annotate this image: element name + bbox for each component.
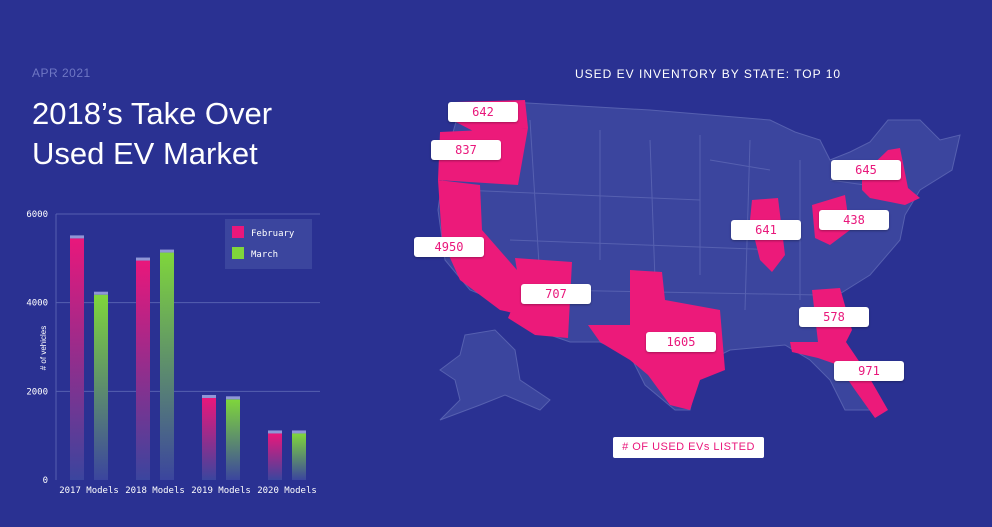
- bar-february: [202, 397, 216, 480]
- state-california: [438, 180, 530, 315]
- y-tick-label: 2000: [26, 387, 48, 397]
- y-axis-label: # of vehicles: [39, 326, 48, 370]
- bar-february: [136, 260, 150, 480]
- title-line-1: 2018’s Take Over: [32, 96, 273, 131]
- bar-cap: [268, 430, 282, 434]
- bar-march: [94, 294, 108, 480]
- alaska: [439, 329, 551, 421]
- legend-label: February: [251, 229, 295, 239]
- y-tick-label: 4000: [26, 299, 48, 309]
- x-tick-label: 2017 Models: [59, 486, 119, 496]
- title-line-2: Used EV Market: [32, 136, 258, 171]
- map-legend: # OF USED EVs LISTED: [613, 437, 764, 458]
- bar-cap: [160, 249, 174, 253]
- bar-chart: 0 2000 4000 6000 # of vehicles 2017 Models 201…: [26, 210, 320, 496]
- label-illinois: 641: [731, 220, 801, 240]
- bar-march: [226, 399, 240, 480]
- bar-march: [160, 252, 174, 480]
- bar-february: [268, 433, 282, 480]
- bar-march: [292, 433, 306, 480]
- label-oregon: 837: [431, 140, 501, 160]
- legend-swatch: [232, 226, 244, 238]
- label-texas: 1605: [646, 332, 716, 352]
- label-washington: 642: [448, 102, 518, 122]
- bar-cap: [70, 235, 84, 239]
- bar-february: [70, 238, 84, 480]
- x-tick-label: 2018 Models: [125, 486, 185, 496]
- label-georgia: 578: [799, 307, 869, 327]
- label-ohio: 438: [819, 210, 889, 230]
- label-new-york: 645: [831, 160, 901, 180]
- bar-cap: [94, 291, 108, 295]
- x-tick-label: 2020 Models: [257, 486, 317, 496]
- legend-label: March: [251, 250, 278, 260]
- label-florida: 971: [834, 361, 904, 381]
- x-tick-label: 2019 Models: [191, 486, 251, 496]
- page-title: 2018’s Take Over Used EV Market: [32, 94, 272, 174]
- state-florida: [790, 342, 888, 418]
- y-tick-label: 6000: [26, 210, 48, 220]
- bar-cap: [136, 257, 150, 261]
- y-tick-label: 0: [43, 476, 48, 486]
- bar-cap: [226, 396, 240, 400]
- label-arizona: 707: [521, 284, 591, 304]
- legend-swatch: [232, 247, 244, 259]
- bar-cap: [202, 394, 216, 398]
- report-date: APR 2021: [32, 66, 91, 80]
- label-california: 4950: [414, 237, 484, 257]
- bar-cap: [292, 430, 306, 434]
- map-title: USED EV INVENTORY BY STATE: TOP 10: [575, 67, 842, 81]
